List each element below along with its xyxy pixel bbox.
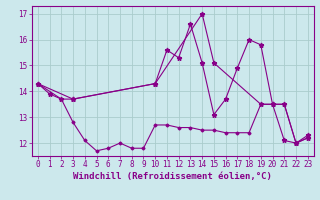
X-axis label: Windchill (Refroidissement éolien,°C): Windchill (Refroidissement éolien,°C) [73,172,272,181]
